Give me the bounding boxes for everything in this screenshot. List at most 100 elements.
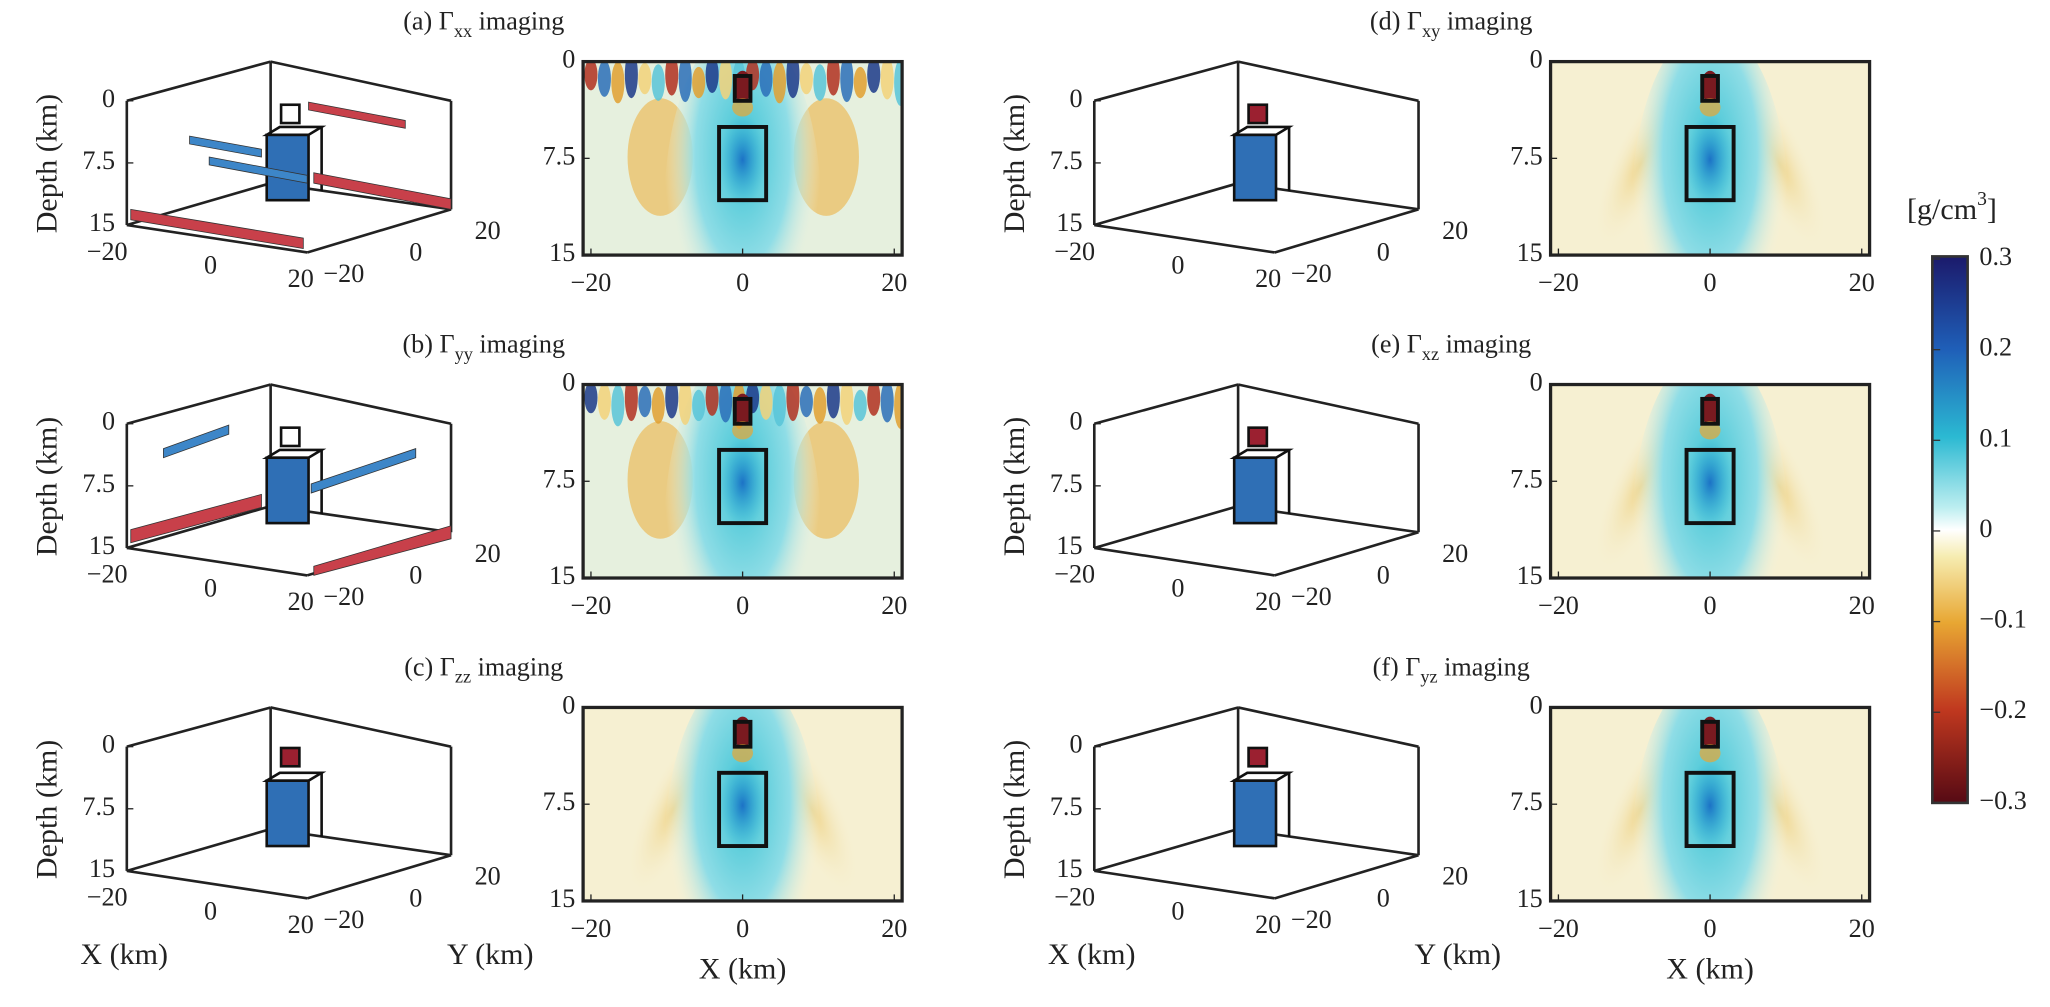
symbol: Γ [440,653,455,682]
x3d-tick-label: −20 [87,560,128,589]
surface-noise [611,61,625,104]
surface-noise [705,384,719,416]
subscript: yz [1420,667,1437,687]
y-label: Y (km) [1414,937,1501,971]
target-outline [1684,770,1736,848]
target-body [265,133,310,202]
surface-noise [853,389,867,422]
surface-noise [584,61,598,91]
subscript: xx [454,21,472,41]
target-body [265,779,310,848]
hm-y-tick-label: 15 [549,238,575,267]
shallow-outline [732,74,753,103]
colorbar [1931,255,1969,805]
box-edge [1274,531,1419,577]
depth-label: Depth (km) [30,417,64,556]
heatmap [1550,707,1870,901]
symbol: Γ [439,330,454,359]
depth-tick-label: 15 [1056,531,1082,560]
hm-x-tick-label: 0 [1704,914,1717,943]
panel: (e) Γxz imaging 0 7.5 15 Depth (km) −20 −20 0 0 20… [997,330,1875,620]
depth-label: Depth (km) [997,417,1031,556]
heatmap [583,707,903,901]
depth-tick-label: 7.5 [82,792,115,821]
hm-y-tick-label: 0 [1530,368,1543,397]
surface-noise [840,61,854,103]
surface-noise [651,387,665,424]
box-edge [1093,706,1239,748]
y3d-tick-label: 0 [409,560,422,589]
x3d-tick-label: 0 [204,896,217,925]
y3d-tick-label: 20 [1442,539,1468,568]
box-edge [126,383,271,426]
target-outline [717,447,769,526]
hm-x-tick-label: −20 [571,914,612,943]
y3d-tick-label: 0 [1377,560,1390,589]
shallow-body [1700,70,1720,103]
shallow-halo [732,421,754,440]
shallow-outline [732,396,753,426]
surface-noise [665,384,679,419]
y3d-tick-label: 20 [1442,862,1468,891]
surface-noise [880,61,894,100]
depth-label: Depth (km) [30,740,64,879]
target-top [1229,448,1294,460]
panel: (b) Γyy imaging 0 7.5 15 Depth (km) −20 −20 0 0 20… [30,330,908,620]
symbol: Γ [1407,7,1422,36]
subscript: yy [455,344,474,364]
surface-noise [786,61,800,99]
shallow-outline [1700,396,1720,426]
hm-x-tick-label: −20 [1538,914,1579,943]
hm-y-tick-label: 0 [562,690,575,719]
box-edge [270,706,452,748]
panel-label: (f) [1373,653,1399,682]
subscript: zz [455,667,471,687]
surface-noise [719,61,733,100]
dike [130,493,262,544]
x3d-tick-label: 0 [1171,573,1184,602]
x3d-tick-label: 20 [1255,910,1281,939]
panel: (a) Γxx imaging 0 7.5 15 Depth (km) −20 −20 0 0 20… [30,7,908,297]
hm-x-tick-label: −20 [1538,591,1579,620]
shallow-body [1700,716,1720,748]
hm-y-tick-label: 15 [549,561,575,590]
target-body [265,456,310,525]
title-text: imaging [479,330,565,359]
depth-tick-label: 7.5 [1050,792,1083,821]
heatmap [583,384,903,579]
x3d-tick-label: −20 [87,883,128,912]
surface-noise [853,66,867,99]
box-edge [1094,223,1275,254]
box-edge [1237,706,1419,748]
y3d-tick-label: 0 [409,883,422,912]
depth-tick-label: 0 [1069,84,1082,113]
hm-y-tick-label: 0 [562,45,575,74]
panel-label: (a) [403,7,432,36]
x3d-tick-label: −20 [1054,560,1095,589]
x3d-tick-label: 20 [288,587,314,616]
title-text: imaging [1446,330,1532,359]
surface-noise [597,61,611,97]
surface-noise [799,385,813,418]
heatmap [1550,384,1870,579]
y3d-tick-label: −20 [1291,582,1332,611]
depth-tick-label: 15 [89,208,115,237]
y3d-tick-label: 0 [1377,237,1390,266]
panel-title: (e) Γxz imaging [1371,330,1531,364]
dike [313,525,452,576]
colorbar-tick-label: 0.3 [1979,242,2012,271]
dike [310,448,417,494]
y3d-tick-label: −20 [1291,259,1332,288]
depth-tick-label: 7.5 [1050,146,1083,175]
surface-noise [894,61,903,107]
box-edge [1093,827,1239,873]
hm-y-tick-label: 7.5 [543,141,576,170]
small-body [279,746,301,768]
target-body [1232,456,1278,525]
surface-noise [624,384,638,422]
box-edge [1093,383,1239,426]
surface-noise [719,384,733,423]
surface-noise [813,64,827,101]
box-edge [126,504,271,550]
dike [313,172,452,210]
